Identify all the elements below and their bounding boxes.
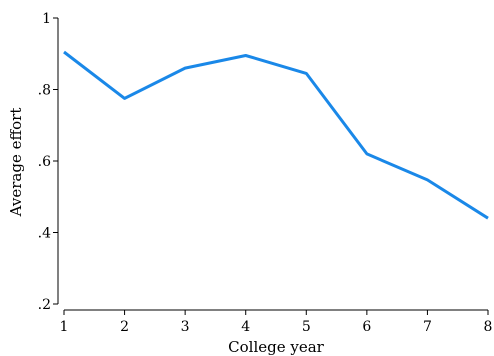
x-axis-title: College year: [228, 338, 325, 356]
y-tick-label: .4: [38, 226, 51, 242]
x-tick-label: 8: [484, 319, 493, 335]
x-tick-label: 4: [241, 319, 250, 335]
y-axis-title: Average effort: [7, 108, 25, 218]
x-tick-label: 6: [362, 319, 371, 335]
series-line: [63, 50, 489, 220]
y-tick-label: 1: [42, 11, 51, 27]
x-tick-label: 1: [60, 319, 69, 335]
y-tick-label: .8: [38, 83, 51, 99]
x-tick-label: 3: [181, 319, 190, 335]
y-tick-label: .6: [38, 154, 51, 170]
y-tick-label: .2: [38, 297, 51, 313]
x-axis: 1 2 3 4 5 6 7 8: [60, 309, 493, 335]
x-tick-label: 7: [423, 319, 432, 335]
x-tick-label: 2: [120, 319, 129, 335]
plot-area: [63, 50, 489, 220]
x-tick-label: 5: [302, 319, 311, 335]
y-axis: .2 .4 .6 .8 1: [38, 11, 59, 313]
